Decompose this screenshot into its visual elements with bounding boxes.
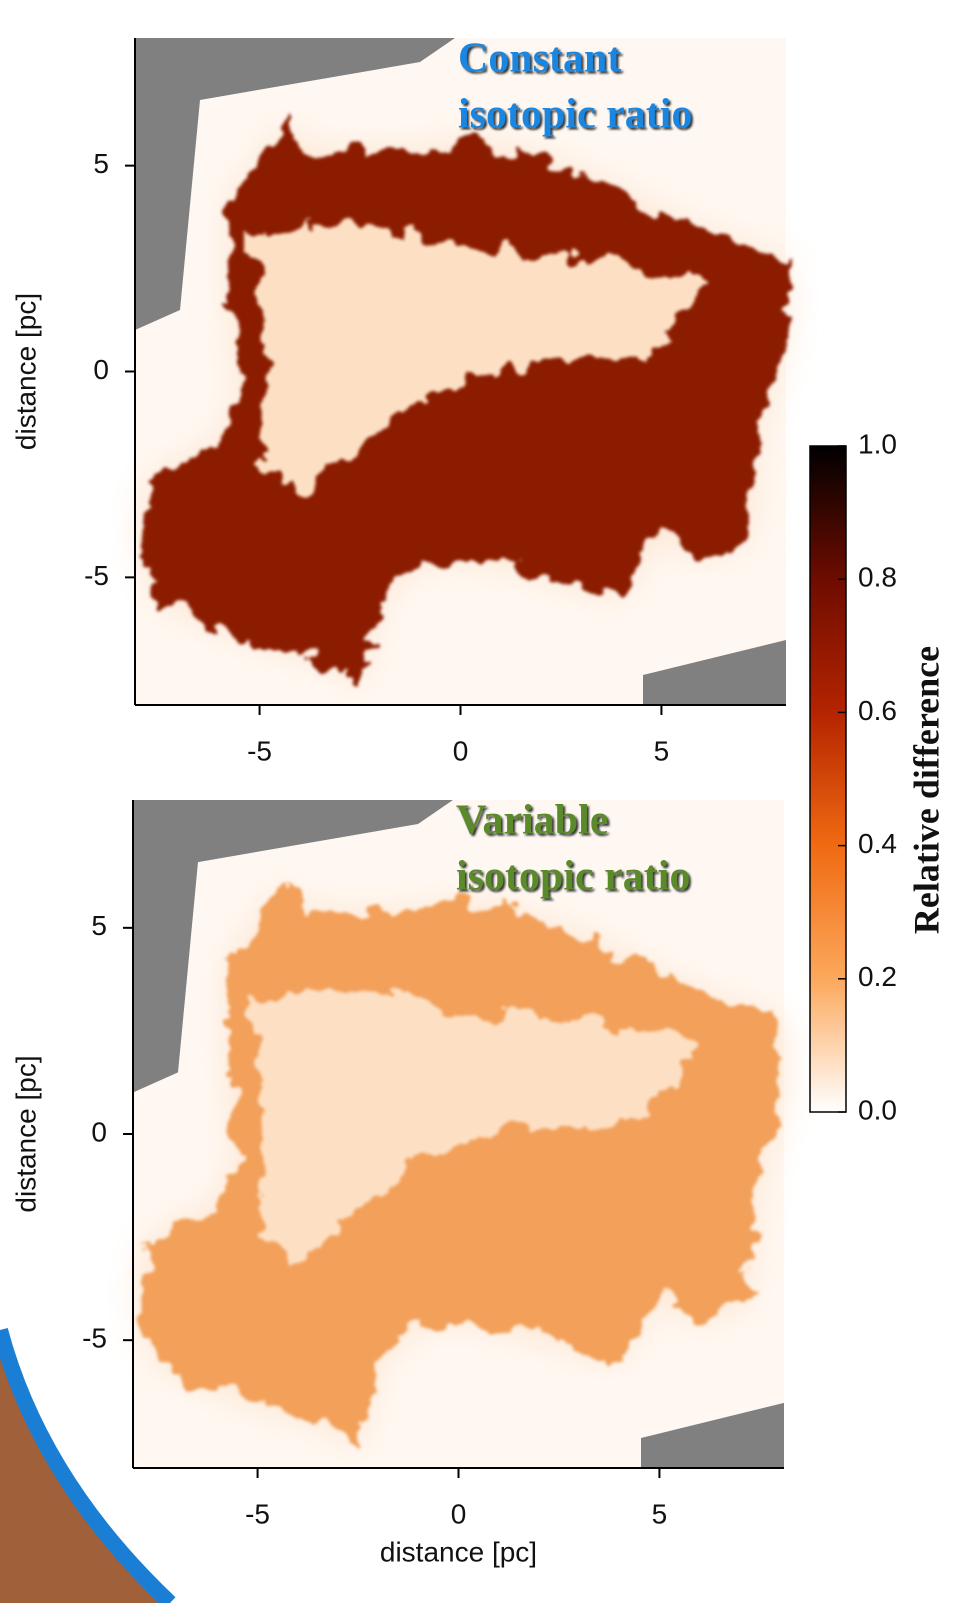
mask [135, 38, 455, 330]
y-tick-label: 5 [93, 148, 109, 179]
panel-title: isotopic ratio [458, 92, 692, 138]
x-axis-label: distance [pc] [380, 1536, 537, 1567]
x-tick-label: -5 [247, 735, 272, 766]
colorbar-tick-label: 0.8 [858, 562, 897, 593]
colorbar-label: Relative difference [906, 646, 946, 934]
y-axis-label: distance [pc] [10, 293, 41, 450]
colorbar-tick-label: 0.6 [858, 695, 897, 726]
x-tick-label: 5 [652, 1498, 668, 1529]
y-tick-label: -5 [84, 560, 109, 591]
panel-title: Variable [456, 798, 608, 844]
panel-title: isotopic ratio [456, 854, 690, 900]
mask [643, 640, 786, 705]
x-tick-label: 0 [451, 1498, 467, 1529]
y-tick-label: -5 [82, 1323, 107, 1354]
x-tick-label: 5 [654, 735, 670, 766]
decor-arc [0, 1327, 176, 1603]
colorbar-tick-label: 0.4 [858, 828, 897, 859]
colorbar [809, 445, 847, 1113]
panel-title: Constant [458, 36, 621, 82]
cloud-inner [250, 220, 700, 500]
y-tick-label: 0 [91, 1116, 107, 1147]
x-tick-label: -5 [245, 1498, 270, 1529]
heatmap [135, 38, 786, 705]
colorbar-tick-label: 0.2 [858, 961, 897, 992]
mask [133, 800, 453, 1093]
cloud-inner [248, 982, 698, 1263]
heatmap [133, 800, 784, 1468]
x-tick-label: 0 [453, 735, 469, 766]
colorbar-tick-label: 0.0 [858, 1094, 897, 1125]
background-photo [0, 1330, 170, 1603]
y-tick-label: 0 [93, 354, 109, 385]
y-axis-label: distance [pc] [10, 1055, 41, 1212]
colorbar-tick-label: 1.0 [858, 428, 897, 459]
mask [641, 1402, 784, 1468]
y-tick-label: 5 [91, 910, 107, 941]
